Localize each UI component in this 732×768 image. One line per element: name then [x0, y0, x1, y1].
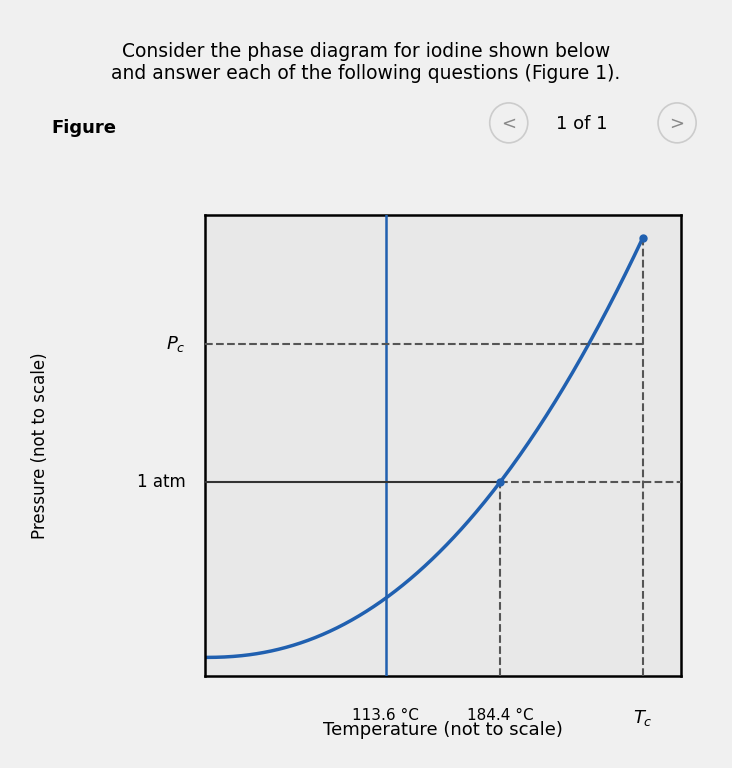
- Text: Temperature (not to scale): Temperature (not to scale): [323, 720, 563, 739]
- Text: 184.4 °C: 184.4 °C: [466, 708, 534, 723]
- Text: Consider the phase diagram for iodine shown below
and answer each of the followi: Consider the phase diagram for iodine sh…: [111, 42, 621, 83]
- Text: Figure: Figure: [51, 119, 116, 137]
- Text: Pressure (not to scale): Pressure (not to scale): [31, 352, 49, 539]
- Text: $T_c$: $T_c$: [633, 708, 652, 728]
- Text: 1 atm: 1 atm: [137, 473, 186, 492]
- Text: $P_c$: $P_c$: [166, 334, 186, 354]
- Text: 113.6 °C: 113.6 °C: [352, 708, 419, 723]
- Text: 1 of 1: 1 of 1: [556, 115, 608, 133]
- Text: <: <: [501, 115, 516, 133]
- Text: >: >: [670, 115, 684, 133]
